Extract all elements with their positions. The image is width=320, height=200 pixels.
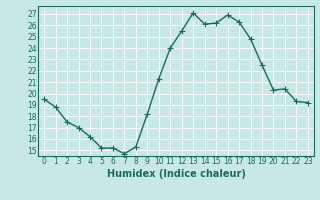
X-axis label: Humidex (Indice chaleur): Humidex (Indice chaleur) bbox=[107, 169, 245, 179]
